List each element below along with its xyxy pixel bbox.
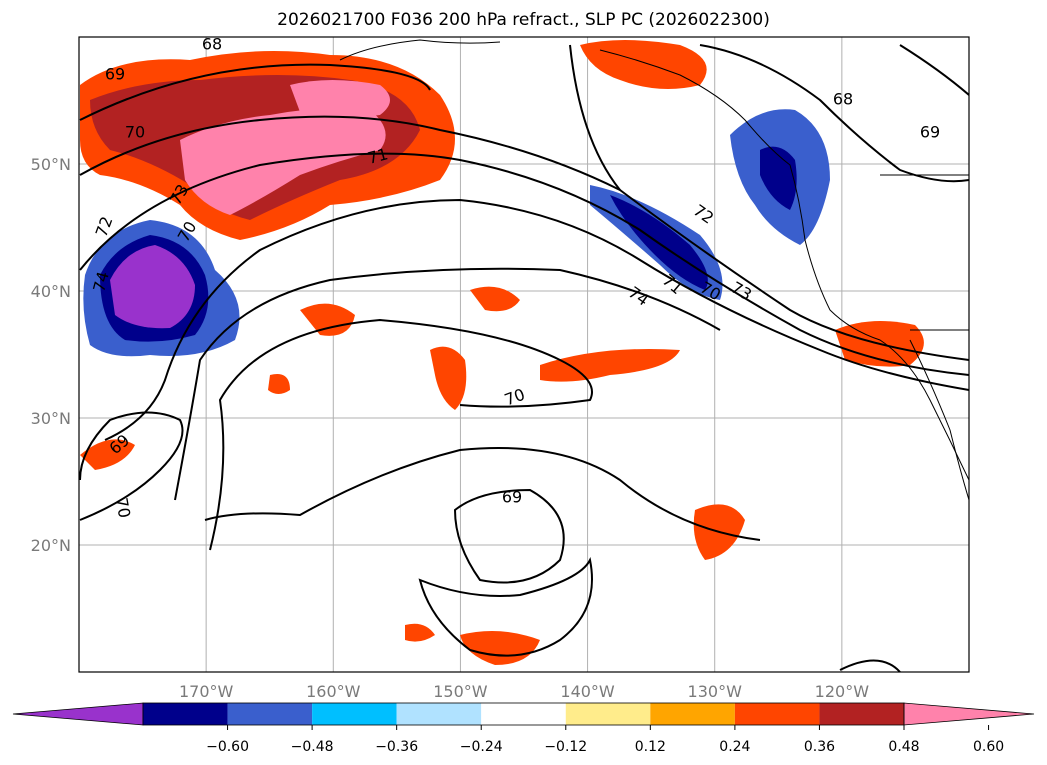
colorbar-swatch: [481, 703, 566, 725]
lon-tick-label: 120°W: [815, 682, 870, 701]
colorbar-tick-label: 0.36: [804, 739, 835, 755]
colorbar-tick-label: −0.60: [206, 739, 249, 755]
lon-tick-label: 130°W: [688, 682, 743, 701]
colorbar-swatch: [650, 703, 735, 725]
colorbar-swatch: [143, 703, 228, 725]
colorbar-swatch: [227, 703, 313, 725]
coastlines: [339, 39, 969, 501]
lat-tick-label: 20°N: [31, 536, 71, 555]
colorbar-frame: [142, 702, 905, 726]
lat-tick-label: 50°N: [31, 155, 71, 174]
colorbar-tick-label: −0.12: [544, 739, 587, 755]
lat-tick-label: 40°N: [31, 282, 71, 301]
contour-label: 69: [502, 488, 522, 507]
colorbar-swatch: [819, 703, 904, 725]
contour-label: 69: [920, 123, 940, 142]
lat-tick-label: 30°N: [31, 409, 71, 428]
colorbar-swatch: [312, 703, 397, 725]
colorbar-swatch: [565, 703, 651, 725]
contour-label: 70: [112, 496, 134, 519]
colorbar-tick-label: 0.48: [888, 739, 919, 755]
colorbar-tick-label: −0.36: [375, 739, 418, 755]
contour-label: 68: [833, 90, 853, 109]
positive-anomaly-scattered: [80, 286, 924, 665]
chart-title: 2026021700 F036 200 hPa refract., SLP PC…: [277, 10, 770, 30]
slp-contours: [79, 44, 969, 672]
lon-tick-label: 140°W: [560, 682, 615, 701]
colorbar-swatch: [396, 703, 482, 725]
colorbar-tick-label: 0.12: [635, 739, 666, 755]
contour-label: 70: [125, 123, 145, 142]
colorbar-tick-label: 0.60: [973, 739, 1004, 755]
colorbar-tick-label: −0.48: [291, 739, 334, 755]
contour-label: 68: [202, 35, 222, 54]
lon-tick-label: 170°W: [179, 682, 234, 701]
colorbar-swatch: [734, 703, 820, 725]
colorbar-extend-min: [12, 702, 144, 726]
lon-tick-label: 160°W: [306, 682, 361, 701]
contour-label: 74: [89, 269, 113, 294]
contour-label: 71: [365, 144, 390, 168]
colorbar-tick-label: 0.24: [719, 739, 750, 755]
longitude-tick-labels: 170°W 160°W 150°W 140°W 130°W 120°W: [179, 682, 869, 701]
lon-tick-label: 150°W: [433, 682, 488, 701]
latitude-tick-labels: 50°N 40°N 30°N 20°N: [31, 155, 71, 555]
colorbar-tick-label: −0.24: [460, 739, 503, 755]
map-frame: [78, 36, 970, 673]
positive-anomaly-northcoast: [580, 40, 707, 89]
map-content: [79, 37, 969, 672]
colorbar-extend-max: [903, 702, 1035, 726]
colorbar-tick-labels: −0.60 −0.48 −0.36 −0.24 −0.12 0.12 0.24 0.36 0.4…: [206, 739, 1004, 755]
negative-anomaly-west: [83, 220, 240, 357]
contour-label: 69: [105, 65, 125, 84]
colorbar: [12, 702, 1035, 730]
